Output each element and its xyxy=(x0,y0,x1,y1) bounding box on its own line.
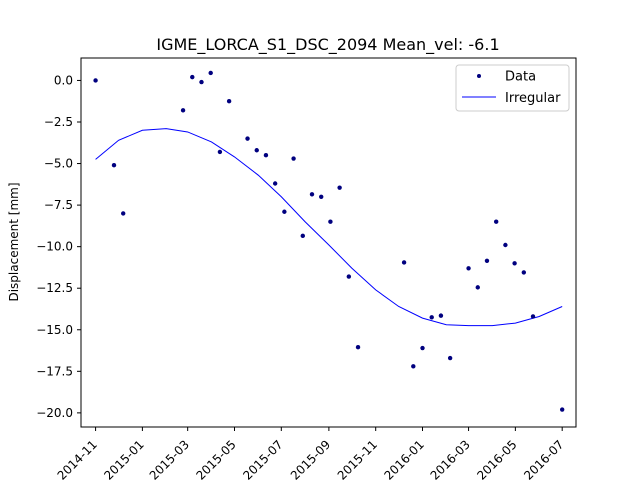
data-point xyxy=(503,242,508,248)
legend-irregular-label: Irregular xyxy=(505,91,561,106)
data-point xyxy=(530,314,536,319)
data-point xyxy=(438,313,444,318)
legend-data-marker xyxy=(477,74,481,78)
data-point xyxy=(254,148,259,153)
x-tick-label: 2015-07 xyxy=(240,437,285,480)
x-tick-label: 2015-11 xyxy=(335,437,380,480)
y-axis-label: Displacement [mm] xyxy=(7,182,21,301)
data-point xyxy=(121,211,126,216)
x-tick-label: 2015-05 xyxy=(193,437,238,480)
y-axis: 0.0 −2.5 −5.0 −7.5 −10.0 −12.5 −15.0 −17.5 −20.0 xyxy=(36,73,81,420)
data-point xyxy=(512,261,517,266)
data-point xyxy=(484,258,490,263)
data-point xyxy=(226,99,232,104)
y-tick-label: −10.0 xyxy=(36,240,73,254)
data-point xyxy=(300,233,305,239)
data-point xyxy=(190,74,195,80)
data-point xyxy=(291,156,296,161)
data-point xyxy=(466,266,471,271)
data-point xyxy=(93,78,98,83)
y-tick-label: −15.0 xyxy=(36,323,73,337)
data-point xyxy=(337,185,342,190)
y-tick-label: −7.5 xyxy=(44,198,73,212)
legend[interactable]: Data Irregular xyxy=(455,64,570,112)
x-tick-label: 2016-07 xyxy=(521,437,566,480)
legend-frame xyxy=(455,64,570,112)
data-point xyxy=(319,194,324,199)
y-tick-label: −17.5 xyxy=(36,364,73,378)
data-point xyxy=(346,274,352,279)
data-point xyxy=(282,209,287,214)
y-tick-label: 0.0 xyxy=(54,73,73,87)
x-tick-label: 2016-01 xyxy=(381,437,426,480)
data-point xyxy=(420,345,425,351)
data-point xyxy=(208,70,213,76)
axes-frame xyxy=(80,57,577,428)
data-point xyxy=(475,285,480,290)
data-point xyxy=(447,355,453,361)
y-tick-label: −5.0 xyxy=(44,157,73,171)
data-point xyxy=(429,315,434,320)
x-tick-label: 2015-09 xyxy=(288,437,333,480)
data-point xyxy=(309,192,315,197)
data-point xyxy=(199,79,204,85)
y-tick-label: −2.5 xyxy=(44,115,73,129)
data-point xyxy=(355,345,361,350)
data-point xyxy=(521,270,527,275)
x-tick-label: 2016-03 xyxy=(428,437,473,480)
data-point xyxy=(272,181,278,186)
x-tick-label: 2015-01 xyxy=(101,437,146,480)
x-tick-label: 2014-11 xyxy=(55,437,100,480)
data-point xyxy=(245,136,250,141)
legend-data-label: Data xyxy=(505,70,536,85)
x-tick-label: 2015-03 xyxy=(147,437,192,480)
data-point xyxy=(401,260,407,265)
data-point xyxy=(493,219,499,224)
irregular-fit-line xyxy=(95,128,563,327)
plot-area: 2014-11 2015-01 2015-03 2015-05 2015-07 2015-… xyxy=(36,57,577,480)
data-point xyxy=(559,407,565,412)
data-point xyxy=(328,219,333,224)
x-axis: 2014-11 2015-01 2015-03 2015-05 2015-07 2015-… xyxy=(55,427,567,480)
data-point xyxy=(217,149,223,155)
data-point xyxy=(263,153,269,158)
y-tick-label: −20.0 xyxy=(36,406,73,420)
data-point xyxy=(111,163,117,168)
series-layer xyxy=(93,70,565,412)
data-point xyxy=(411,364,416,369)
y-tick-label: −12.5 xyxy=(36,281,73,295)
x-tick-label: 2016-05 xyxy=(474,437,519,480)
data-point xyxy=(180,108,186,113)
chart-title: IGME_LORCA_S1_DSC_2094 Mean_vel: -6.1 xyxy=(156,35,499,55)
